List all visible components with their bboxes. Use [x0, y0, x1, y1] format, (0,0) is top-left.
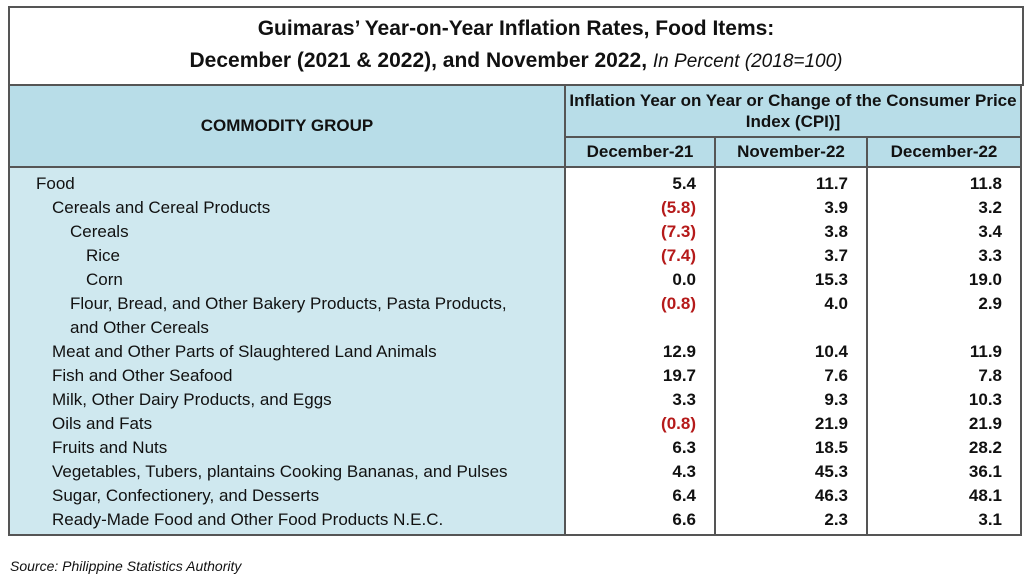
value-cell: 3.1 [867, 508, 1023, 536]
value-cell: 11.8 [867, 167, 1023, 196]
value-cell: (7.4) [565, 244, 716, 268]
commodity-label: Sugar, Confectionery, and Desserts [8, 484, 566, 508]
commodity-label: Meat and Other Parts of Slaughtered Land… [8, 340, 566, 364]
value-cell: 4.0 [715, 292, 868, 340]
value-cell: 9.3 [715, 388, 868, 412]
commodity-label: Cereals [8, 220, 566, 244]
commodity-label: Ready-Made Food and Other Food Products … [8, 508, 566, 536]
commodity-label: Flour, Bread, and Other Bakery Products,… [8, 292, 566, 340]
commodity-label: Corn [8, 268, 566, 292]
value-cell: 2.3 [715, 508, 868, 536]
table-row: Ready-Made Food and Other Food Products … [8, 508, 1023, 536]
value-cell: 7.6 [715, 364, 868, 388]
value-cell: 11.7 [715, 167, 868, 196]
title-box: Guimaras’ Year-on-Year Inflation Rates, … [8, 6, 1024, 86]
value-cell: (0.8) [565, 292, 716, 340]
value-cell: 6.3 [565, 436, 716, 460]
table-row: Food 5.4 11.7 11.8 [8, 167, 1023, 196]
value-cell: 21.9 [715, 412, 868, 436]
chart-subtitle-text: December (2021 & 2022), and November 202… [189, 49, 648, 72]
column-header-dec21: December-21 [564, 136, 716, 168]
value-cell: 10.3 [867, 388, 1023, 412]
table-row: Fish and Other Seafood 19.7 7.6 7.8 [8, 364, 1023, 388]
value-cell: 28.2 [867, 436, 1023, 460]
value-cell: 48.1 [867, 484, 1023, 508]
value-cell: 12.9 [565, 340, 716, 364]
value-cell: 0.0 [565, 268, 716, 292]
column-header-nov22: November-22 [714, 136, 868, 168]
value-cell: 3.3 [565, 388, 716, 412]
value-cell: 3.2 [867, 196, 1023, 220]
commodity-label: Oils and Fats [8, 412, 566, 436]
source-note: Source: Philippine Statistics Authority [10, 558, 242, 574]
commodity-label: Vegetables, Tubers, plantains Cooking Ba… [8, 460, 566, 484]
value-cell: 15.3 [715, 268, 868, 292]
table-row: Meat and Other Parts of Slaughtered Land… [8, 340, 1023, 364]
value-cell: 3.3 [867, 244, 1023, 268]
commodity-label: Fruits and Nuts [8, 436, 566, 460]
inflation-table: COMMODITY GROUP Inflation Year on Year o… [8, 84, 1023, 536]
commodity-group-header: COMMODITY GROUP [8, 84, 566, 168]
chart-title: Guimaras’ Year-on-Year Inflation Rates, … [257, 17, 775, 40]
table-row: Flour, Bread, and Other Bakery Products,… [8, 292, 1023, 340]
value-cell: 19.0 [867, 268, 1023, 292]
value-cell: 3.9 [715, 196, 868, 220]
table-row: Rice (7.4) 3.7 3.3 [8, 244, 1023, 268]
value-cell: 11.9 [867, 340, 1023, 364]
value-cell: 3.4 [867, 220, 1023, 244]
value-cell: 18.5 [715, 436, 868, 460]
value-cell: 3.7 [715, 244, 868, 268]
value-cell: 4.3 [565, 460, 716, 484]
value-cell: 19.7 [565, 364, 716, 388]
value-cell: (7.3) [565, 220, 716, 244]
unit-note: In Percent (2018=100) [652, 51, 843, 72]
table-row: Sugar, Confectionery, and Desserts 6.4 46.… [8, 484, 1023, 508]
commodity-label: Fish and Other Seafood [8, 364, 566, 388]
table-row: Milk, Other Dairy Products, and Eggs 3.3 9… [8, 388, 1023, 412]
value-cell: 5.4 [565, 167, 716, 196]
value-cell: 21.9 [867, 412, 1023, 436]
table-body: Food 5.4 11.7 11.8 Cereals and Cereal Produc… [8, 167, 1023, 536]
value-cell: (5.8) [565, 196, 716, 220]
value-cell: 36.1 [867, 460, 1023, 484]
value-cell: 10.4 [715, 340, 868, 364]
commodity-label: Rice [8, 244, 566, 268]
column-header-dec22: December-22 [865, 136, 1023, 168]
value-cell: 6.6 [565, 508, 716, 536]
table-row: Corn 0.0 15.3 19.0 [8, 268, 1023, 292]
value-cell: 45.3 [715, 460, 868, 484]
value-cell: 2.9 [867, 292, 1023, 340]
commodity-label: Milk, Other Dairy Products, and Eggs [8, 388, 566, 412]
value-cell: 7.8 [867, 364, 1023, 388]
value-cell: 46.3 [715, 484, 868, 508]
table-row: Vegetables, Tubers, plantains Cooking Ba… [8, 460, 1023, 484]
commodity-label: Cereals and Cereal Products [8, 196, 566, 220]
table-row: Oils and Fats (0.8) 21.9 21.9 [8, 412, 1023, 436]
table-row: Cereals (7.3) 3.8 3.4 [8, 220, 1023, 244]
commodity-label: Food [8, 167, 566, 196]
value-cell: 3.8 [715, 220, 868, 244]
chart-subtitle: December (2021 & 2022), and November 202… [10, 49, 1022, 73]
table-row: Cereals and Cereal Products (5.8) 3.9 3.2 [8, 196, 1023, 220]
value-cell: 6.4 [565, 484, 716, 508]
table-row: Fruits and Nuts 6.3 18.5 28.2 [8, 436, 1023, 460]
inflation-group-header: Inflation Year on Year or Change of the … [563, 84, 1023, 138]
value-cell: (0.8) [565, 412, 716, 436]
